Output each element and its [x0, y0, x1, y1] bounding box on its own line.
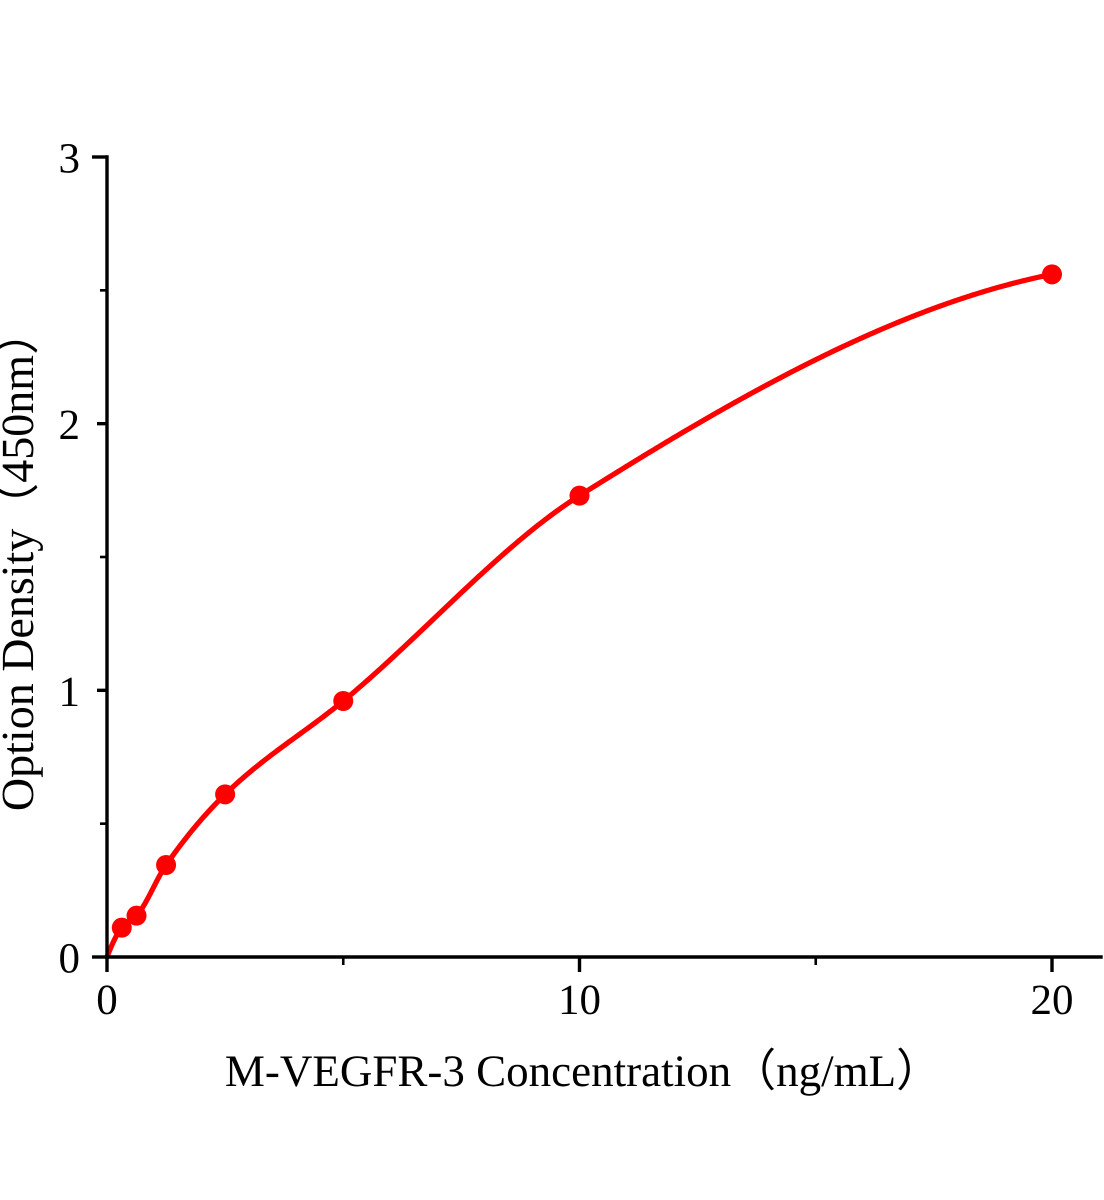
svg-text:0: 0 [59, 936, 81, 983]
svg-text:0: 0 [96, 977, 118, 1024]
svg-text:Option Density（450nm）: Option Density（450nm） [0, 309, 43, 811]
svg-text:2: 2 [59, 402, 81, 449]
svg-text:1: 1 [59, 669, 81, 716]
svg-text:M-VEGFR-3 Concentration（ng/mL）: M-VEGFR-3 Concentration（ng/mL） [225, 1046, 941, 1096]
svg-text:10: 10 [558, 977, 601, 1024]
svg-text:3: 3 [59, 135, 81, 182]
svg-text:20: 20 [1031, 977, 1074, 1024]
